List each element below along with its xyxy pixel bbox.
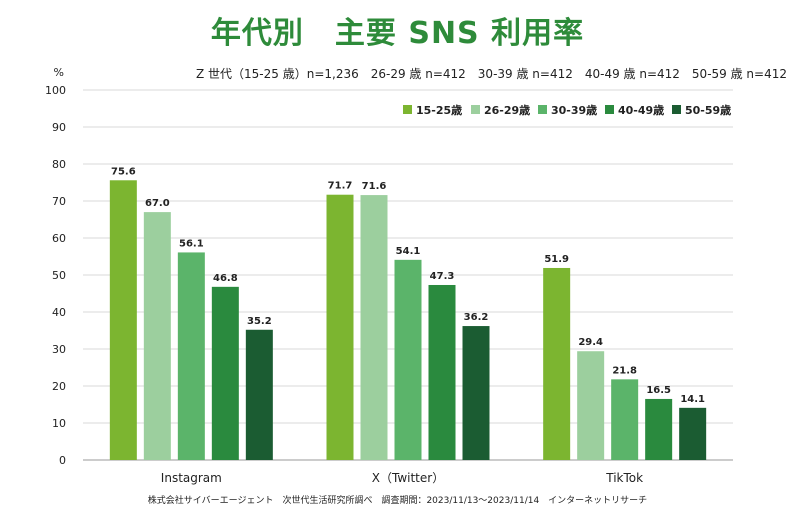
y-axis-unit: % xyxy=(54,66,64,79)
data-label: 67.0 xyxy=(145,198,170,209)
y-tick-label: 100 xyxy=(45,84,66,97)
data-label: 29.4 xyxy=(578,337,603,348)
data-label: 51.9 xyxy=(544,254,569,265)
bar xyxy=(360,195,388,460)
chart-title: 年代別 主要 SNS 利用率 xyxy=(210,16,585,51)
bar xyxy=(211,286,239,460)
data-label: 56.1 xyxy=(179,238,204,249)
x-category-label: X（Twitter） xyxy=(372,471,444,485)
data-label: 36.2 xyxy=(464,312,489,323)
data-label: 46.8 xyxy=(213,273,238,284)
bar xyxy=(394,259,422,460)
source-note: 株式会社サイバーエージェント 次世代生活研究所調べ 調査期間：2023/11/1… xyxy=(147,496,648,506)
data-label: 21.8 xyxy=(612,365,637,376)
x-category-label: TikTok xyxy=(605,471,643,485)
legend-label: 26-29歳 xyxy=(484,103,530,117)
legend-swatch xyxy=(471,105,480,114)
y-tick-label: 70 xyxy=(52,195,66,208)
data-label: 14.1 xyxy=(680,394,705,405)
legend-swatch xyxy=(672,105,681,114)
bar xyxy=(245,329,273,460)
y-tick-label: 90 xyxy=(52,121,66,134)
bar xyxy=(462,326,490,460)
y-tick-label: 20 xyxy=(52,380,66,393)
bar xyxy=(109,180,137,460)
bar xyxy=(428,284,456,460)
y-tick-label: 40 xyxy=(52,306,66,319)
y-tick-label: 80 xyxy=(52,158,66,171)
bar xyxy=(679,407,707,460)
legend-swatch xyxy=(538,105,547,114)
bar xyxy=(577,351,605,460)
y-tick-label: 30 xyxy=(52,343,66,356)
legend-swatch xyxy=(403,105,412,114)
bar xyxy=(143,212,171,460)
y-tick-label: 10 xyxy=(52,417,66,430)
legend-label: 50-59歳 xyxy=(685,103,731,117)
bar xyxy=(326,194,354,460)
legend-label: 40-49歳 xyxy=(618,103,664,117)
data-label: 16.5 xyxy=(646,385,671,396)
data-label: 71.7 xyxy=(328,181,353,192)
bar xyxy=(611,379,639,460)
data-label: 71.6 xyxy=(362,181,387,192)
bar xyxy=(543,267,571,460)
legend-swatch xyxy=(605,105,614,114)
data-label: 47.3 xyxy=(430,271,455,282)
data-label: 54.1 xyxy=(396,246,421,257)
y-tick-label: 60 xyxy=(52,232,66,245)
y-tick-label: 0 xyxy=(59,454,66,467)
x-category-label: Instagram xyxy=(161,471,222,485)
data-label: 35.2 xyxy=(247,316,272,327)
legend-label: 15-25歳 xyxy=(416,103,462,117)
y-tick-label: 50 xyxy=(52,269,66,282)
data-label: 75.6 xyxy=(111,166,136,177)
bar xyxy=(177,252,205,460)
legend-label: 30-39歳 xyxy=(551,103,597,117)
bar xyxy=(645,398,673,460)
chart-subtitle: Z 世代（15-25 歳）n=1,236 26-29 歳 n=412 30-39… xyxy=(196,67,787,81)
